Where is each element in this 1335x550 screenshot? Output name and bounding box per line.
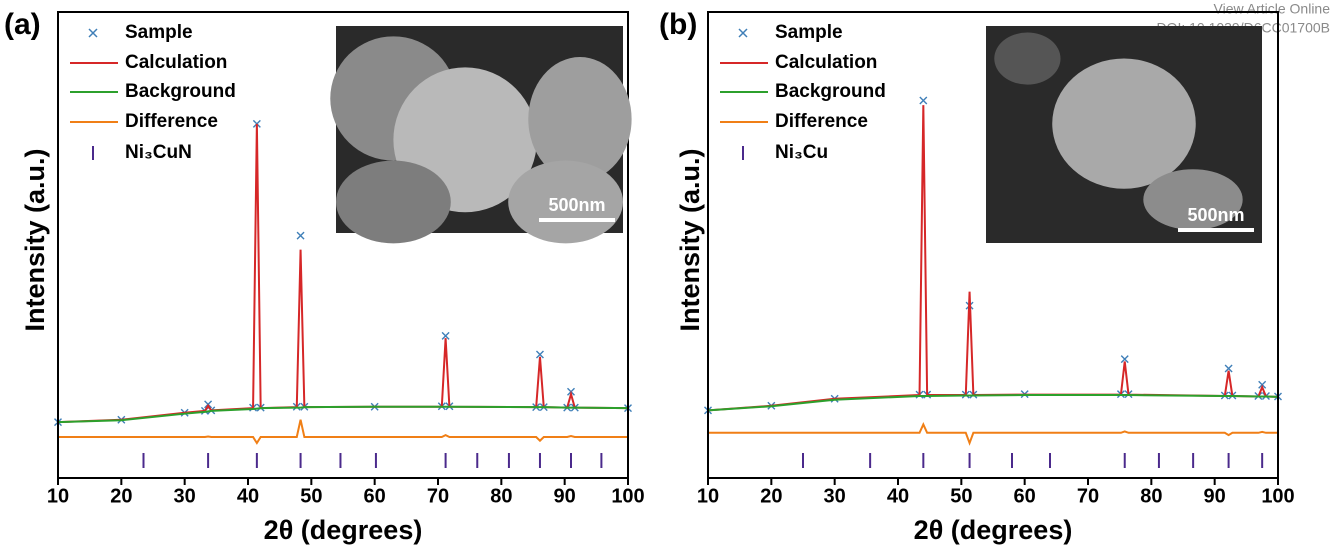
legend-label: Sample <box>125 22 193 43</box>
sem-particle <box>994 32 1061 85</box>
x-tick-label: 20 <box>110 485 132 507</box>
legend-label: Calculation <box>775 52 877 73</box>
x-tick-label: 20 <box>760 485 782 507</box>
sem-particle <box>1052 58 1196 189</box>
legend-label: Sample <box>775 22 843 43</box>
x-axis-title: 2θ (degrees) <box>264 515 423 545</box>
sample-point <box>441 331 450 340</box>
x-tick-label: 80 <box>1140 485 1162 507</box>
x-tick-label: 30 <box>824 485 846 507</box>
sem-image: 500nm <box>330 26 632 244</box>
x-tick-label: 100 <box>1261 485 1294 507</box>
sample-point <box>919 96 928 105</box>
panel-label: (b) <box>659 8 697 41</box>
x-tick-label: 60 <box>364 485 386 507</box>
series-line <box>708 421 1278 446</box>
legend-label: Background <box>775 81 886 102</box>
legend-label: Ni₃Cu <box>775 142 828 163</box>
series-line <box>58 419 628 445</box>
y-axis-title: Intensity (a.u.) <box>675 148 705 331</box>
sem-particle <box>336 160 451 244</box>
sem-particle <box>1143 169 1243 230</box>
legend-label: Background <box>125 81 236 102</box>
scale-bar-label: 500nm <box>1187 205 1244 225</box>
legend-label: Difference <box>125 111 218 132</box>
x-tick-label: 50 <box>300 485 322 507</box>
y-axis-title: Intensity (a.u.) <box>20 148 50 331</box>
scale-bar-label: 500nm <box>548 195 605 215</box>
sem-particle <box>528 57 632 182</box>
x-tick-label: 70 <box>427 485 449 507</box>
x-tick-label: 100 <box>611 485 644 507</box>
legend-label: Difference <box>775 111 868 132</box>
panel-label: (a) <box>4 8 41 41</box>
legend-marker <box>88 28 98 38</box>
x-tick-label: 90 <box>554 485 576 507</box>
x-tick-label: 70 <box>1077 485 1099 507</box>
x-tick-label: 30 <box>174 485 196 507</box>
plot-frame <box>57 11 629 479</box>
x-tick-label: 10 <box>697 485 719 507</box>
plot-frame <box>707 11 1279 479</box>
x-tick-label: 90 <box>1204 485 1226 507</box>
scale-bar <box>539 218 615 222</box>
x-tick-label: 50 <box>950 485 972 507</box>
x-axis-title: 2θ (degrees) <box>914 515 1073 545</box>
sample-point <box>535 350 544 359</box>
sem-particle <box>508 160 623 244</box>
series-line <box>57 405 629 424</box>
legend-marker <box>738 28 748 38</box>
series-line <box>707 394 1279 412</box>
x-tick-label: 40 <box>887 485 909 507</box>
view-link[interactable]: View Article Online <box>1214 1 1331 17</box>
x-tick-label: 40 <box>237 485 259 507</box>
x-tick-label: 60 <box>1014 485 1036 507</box>
sample-point <box>1120 355 1129 364</box>
x-tick-label: 80 <box>490 485 512 507</box>
sample-point <box>1224 364 1233 373</box>
scale-bar <box>1178 228 1254 232</box>
sample-point <box>296 231 305 240</box>
legend-label: Calculation <box>125 52 227 73</box>
x-tick-label: 10 <box>47 485 69 507</box>
legend-label: Ni₃CuN <box>125 142 192 163</box>
sem-image: 500nm <box>986 26 1262 243</box>
